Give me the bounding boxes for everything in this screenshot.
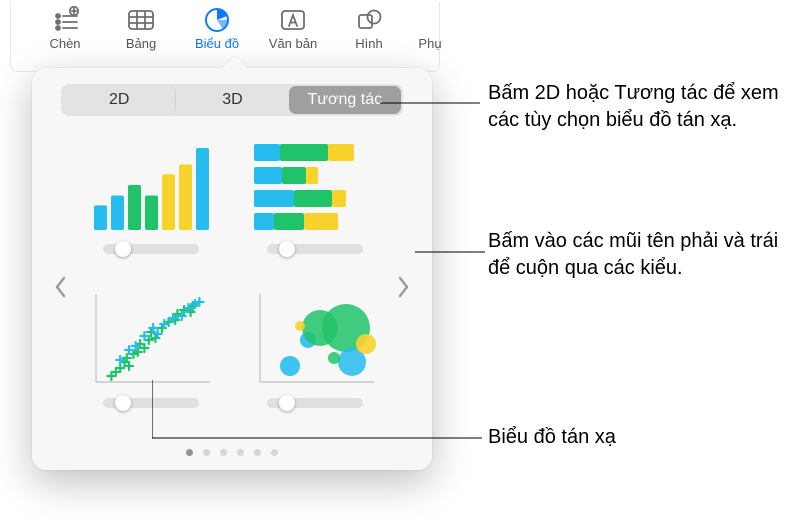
chart-icon xyxy=(201,6,233,34)
chevron-left-icon xyxy=(54,276,68,298)
nav-right-arrow[interactable] xyxy=(392,272,414,302)
tool-media[interactable]: Phụ xyxy=(410,4,450,51)
callout-scatter: Biểu đồ tán xạ xyxy=(488,424,787,451)
scatter-chart-icon xyxy=(86,288,216,388)
segmented-control: 2D 3D Tương tác xyxy=(61,84,403,116)
table-icon xyxy=(125,6,157,34)
insert-icon xyxy=(49,6,81,34)
chevron-right-icon xyxy=(396,276,410,298)
tool-shape[interactable]: Hình xyxy=(334,4,404,51)
tool-label: Phụ xyxy=(418,36,441,51)
hbar-chart-icon xyxy=(250,134,380,234)
slider[interactable] xyxy=(103,244,199,254)
tool-label: Biểu đồ xyxy=(195,36,239,51)
page-dots[interactable] xyxy=(46,449,418,456)
tool-chart[interactable]: Biểu đồ xyxy=(182,4,252,51)
tool-label: Văn bản xyxy=(269,36,317,51)
bubble-chart-icon xyxy=(250,288,380,388)
callout-arrows: Bấm vào các mũi tên phải và trái để cuộn… xyxy=(488,228,787,282)
tool-label: Hình xyxy=(355,36,382,51)
column-chart-icon xyxy=(86,134,216,234)
tab-2d[interactable]: 2D xyxy=(63,86,176,114)
tab-3d[interactable]: 3D xyxy=(176,86,288,114)
shape-icon xyxy=(353,6,385,34)
chart-option-column[interactable] xyxy=(86,134,216,254)
tool-insert[interactable]: Chèn xyxy=(30,4,100,51)
callout-tabs: Bấm 2D hoặc Tương tác để xem các tùy chọ… xyxy=(488,80,787,134)
text-icon xyxy=(277,6,309,34)
toolbar: Chèn Bảng Biểu đồ Văn bản Hình Phụ xyxy=(10,0,450,62)
chart-option-hbar[interactable] xyxy=(250,134,380,254)
slider[interactable] xyxy=(267,244,363,254)
tool-label: Chèn xyxy=(49,36,80,51)
nav-left-arrow[interactable] xyxy=(50,272,72,302)
tool-text[interactable]: Văn bản xyxy=(258,4,328,51)
tool-label: Bảng xyxy=(126,36,156,51)
tool-table[interactable]: Bảng xyxy=(106,4,176,51)
